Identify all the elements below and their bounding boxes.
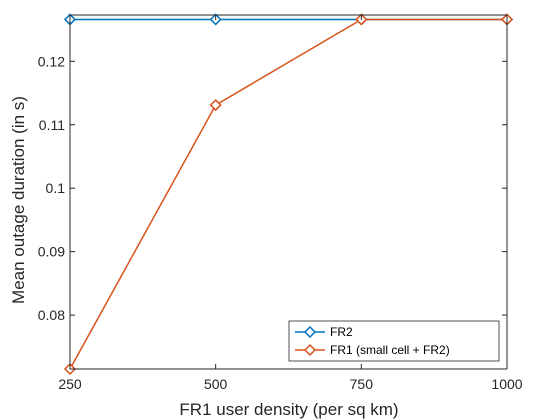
y-axis-title: Mean outage duration (in s) [9, 96, 28, 304]
y-tick-label: 0.09 [38, 244, 65, 260]
data-point-1-1 [209, 99, 222, 112]
y-tick-label: 0.08 [38, 307, 65, 323]
x-tick-label: 500 [204, 376, 228, 392]
legend-box [288, 320, 500, 362]
legend-marker-0 [303, 325, 317, 339]
series-line-1 [69, 18, 507, 370]
plot-area [70, 15, 507, 369]
x-tick-label: 750 [350, 376, 374, 392]
axes-layer: 250 500 750 1000 0.08 0.09 0.1 0.11 0.12 [38, 14, 523, 392]
x-tick-label: 1000 [491, 376, 522, 392]
legend-marker-1 [303, 343, 317, 357]
x-axis-title: FR1 user density (per sq km) [179, 400, 398, 419]
legend: FR2 FR1 (small cell + FR2) [288, 320, 500, 362]
y-tick-label: 0.12 [38, 53, 65, 69]
plot-background [70, 15, 507, 369]
legend-label-1: FR1 (small cell + FR2) [330, 343, 450, 357]
y-tick-label: 0.11 [39, 117, 65, 133]
legend-label-0: FR2 [330, 325, 353, 339]
x-tick-label: 250 [58, 376, 82, 392]
y-tick-label: 0.1 [46, 180, 66, 196]
